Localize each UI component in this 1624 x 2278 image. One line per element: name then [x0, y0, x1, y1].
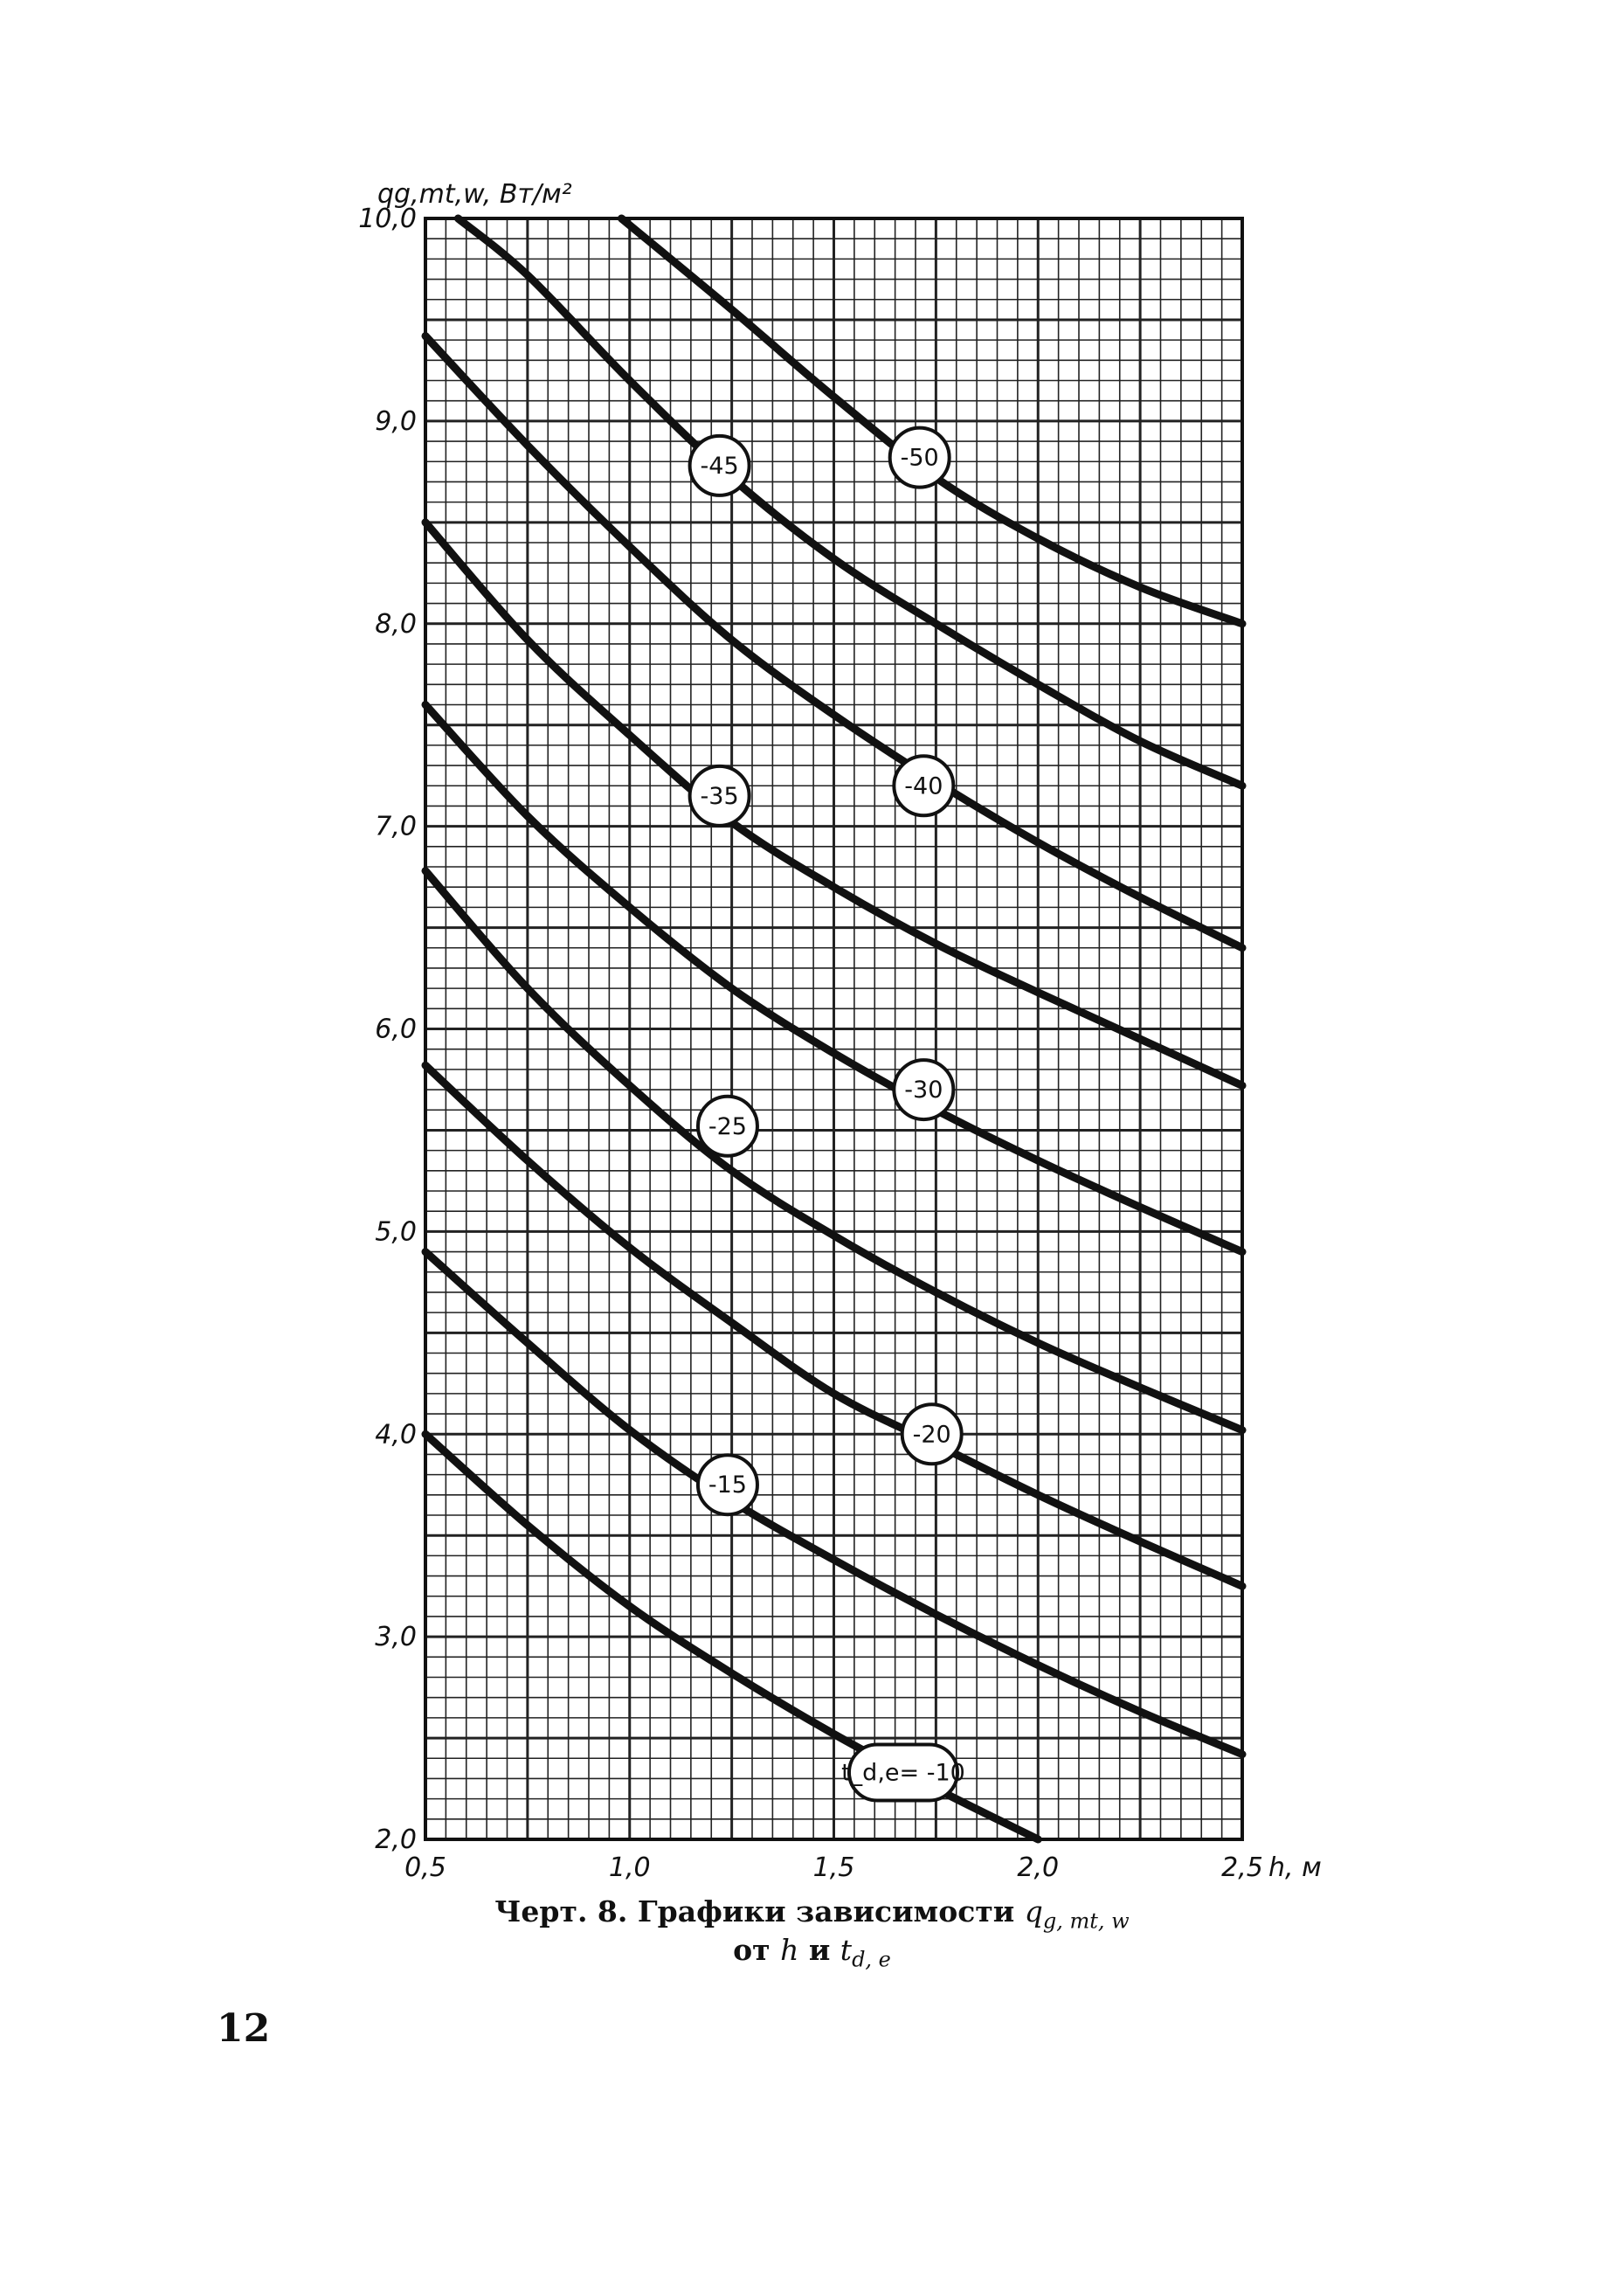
series-label-minus35: -35: [688, 764, 751, 827]
series-label-text: -40: [904, 772, 943, 800]
series-label-bubble: [892, 1058, 956, 1122]
caption-symbol-q-sub: g, mt, w: [1042, 1908, 1130, 1934]
caption-symbol-h: h: [780, 1933, 799, 1967]
series-label-bubble: [892, 754, 956, 818]
y-tick-label: 2,0: [375, 1824, 417, 1855]
caption-line-2: от h и td, e: [0, 1933, 1624, 1972]
series-line-minus25: [421, 867, 1247, 1435]
series-label-bubble: [847, 1742, 959, 1803]
series-line-minus45: [453, 214, 1247, 790]
series-line-minus15: [421, 1248, 1247, 1759]
y-tick-labels: 2,0 3,0 4,0 5,0 6,0 7,0 8,0 9,0 10,0: [358, 204, 417, 1855]
caption-symbol-t: t: [840, 1933, 853, 1967]
y-tick-label: 3,0: [375, 1622, 417, 1652]
series-label-text: -35: [701, 783, 739, 810]
series-label-bubble: [695, 1453, 759, 1517]
series-label-bubble: [888, 426, 951, 489]
caption-prefix: Черт. 8. Графики зависимости: [494, 1894, 1025, 1928]
series-line-minus20: [421, 1061, 1247, 1590]
series-label-text: -30: [904, 1077, 943, 1104]
series-label-text: -20: [913, 1421, 951, 1448]
y-tick-label: 10,0: [358, 204, 417, 234]
x-tick-label: 2,0: [1017, 1852, 1059, 1883]
y-tick-label: 5,0: [375, 1216, 417, 1247]
series-lines: [421, 214, 1247, 1844]
series-label-bubble: [688, 764, 751, 827]
series-line-minus35: [421, 518, 1247, 1090]
y-tick-label: 7,0: [375, 812, 417, 842]
caption-line-1: Черт. 8. Графики зависимости qg, mt, w: [0, 1894, 1624, 1934]
series-label-bubble: [695, 1094, 759, 1158]
series-label-minus45: -45: [688, 433, 751, 497]
caption-and: и: [798, 1933, 840, 1967]
plot-frame: [424, 217, 1244, 1841]
x-tick-label: 1,0: [609, 1852, 651, 1883]
series-label-minus50: -50: [888, 426, 951, 489]
y-tick-label: 8,0: [375, 609, 417, 640]
series-labels: t_d,e= -10 -15 -20 -25 -30 -35 -40 -45 -50: [688, 426, 965, 1803]
series-label-text: -15: [708, 1471, 747, 1499]
series-label-minus40: -40: [892, 754, 956, 818]
x-tick-label: 1,5: [813, 1852, 855, 1883]
series-line-minus30: [421, 701, 1247, 1257]
series-label-minus25: -25: [695, 1094, 759, 1158]
series-label-text: -45: [701, 453, 739, 480]
caption-symbol-q: q: [1024, 1894, 1043, 1928]
x-tick-labels: 0,5 1,0 1,5 2,0 2,5: [404, 1852, 1263, 1883]
series-label-bubble: [900, 1402, 964, 1466]
series-label-minus10: t_d,e= -10: [841, 1742, 965, 1803]
series-label-bubble: [688, 433, 751, 497]
y-axis-label: qg,mt,w, Вт/м²: [377, 179, 572, 210]
x-tick-label: 0,5: [404, 1852, 446, 1883]
y-tick-label: 4,0: [375, 1419, 417, 1450]
series-label-minus30: -30: [892, 1058, 956, 1122]
x-axis-label: h, м: [1268, 1852, 1322, 1883]
series-label-text: t_d,e= -10: [841, 1759, 965, 1786]
series-label-minus15: -15: [695, 1453, 759, 1517]
series-label-text: -25: [708, 1113, 747, 1140]
y-tick-label: 9,0: [375, 406, 417, 437]
series-label-text: -50: [901, 445, 939, 472]
x-tick-label: 2,5: [1221, 1852, 1263, 1883]
series-line-minus40: [421, 332, 1247, 952]
caption-symbol-t-sub: d, e: [852, 1947, 891, 1972]
y-tick-label: 6,0: [375, 1014, 417, 1045]
caption-from: от: [733, 1933, 781, 1967]
page-number: 12: [217, 2006, 271, 2051]
series-label-minus20: -20: [900, 1402, 964, 1466]
